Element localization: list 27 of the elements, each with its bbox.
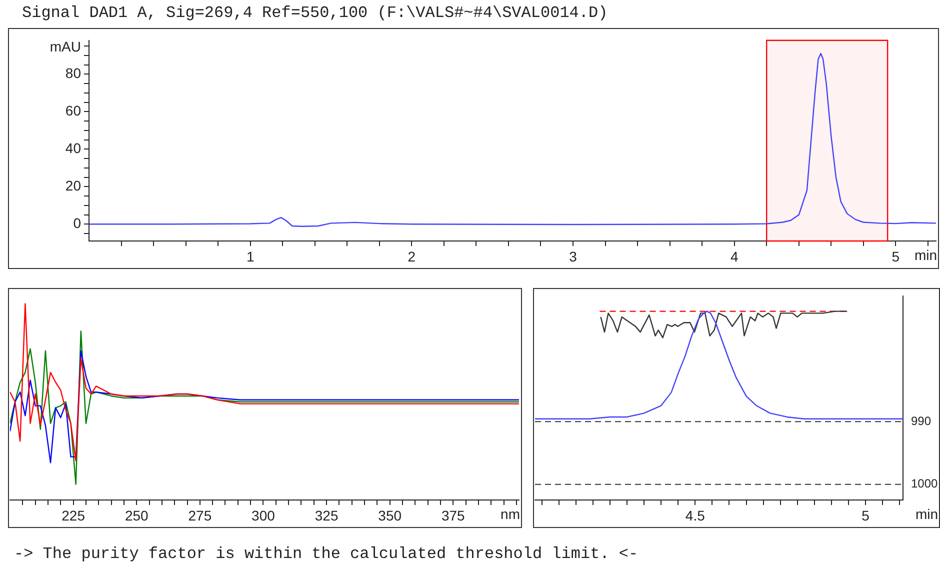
x-tick-label: 300: [252, 507, 276, 524]
text: -> The purity factor is within the calculated threshold limit. <-: [14, 545, 638, 563]
y2-tick-label: 1000: [911, 476, 938, 491]
chart-title: Signal DAD1 A, Sig=269,4 Ref=550,100 (F:\VALS#~#4\SVAL0014.D): [22, 4, 608, 22]
x-tick-label: 325: [314, 507, 338, 524]
x-tick-label: 350: [378, 507, 402, 524]
y-tick-label: 40: [65, 140, 82, 156]
y-tick-label: 20: [65, 177, 82, 194]
x-axis-title: nm: [500, 506, 520, 522]
x-tick-label: 250: [124, 507, 149, 524]
y-tick-label: 80: [65, 65, 82, 82]
x-tick-label: 5: [892, 248, 900, 264]
x-axis-title: min: [914, 246, 937, 263]
y-tick-label: 0: [73, 214, 82, 231]
x-tick-label: 1: [246, 248, 254, 264]
x-tick-label: 4.5: [685, 507, 706, 524]
y-axis-title: mAU: [50, 38, 81, 54]
x-tick-label: 225: [62, 507, 86, 524]
y-tick-label: 60: [65, 102, 82, 118]
x-tick-label: 5: [862, 507, 870, 524]
x-tick-label: 3: [569, 248, 578, 264]
x-tick-label: 275: [188, 507, 212, 524]
y2-tick-label: 990: [911, 414, 932, 428]
x-tick-label: 2: [408, 248, 416, 264]
x-tick-label: 375: [441, 507, 466, 524]
x-axis-title: min: [915, 506, 938, 522]
x-tick-label: 4: [730, 248, 738, 264]
